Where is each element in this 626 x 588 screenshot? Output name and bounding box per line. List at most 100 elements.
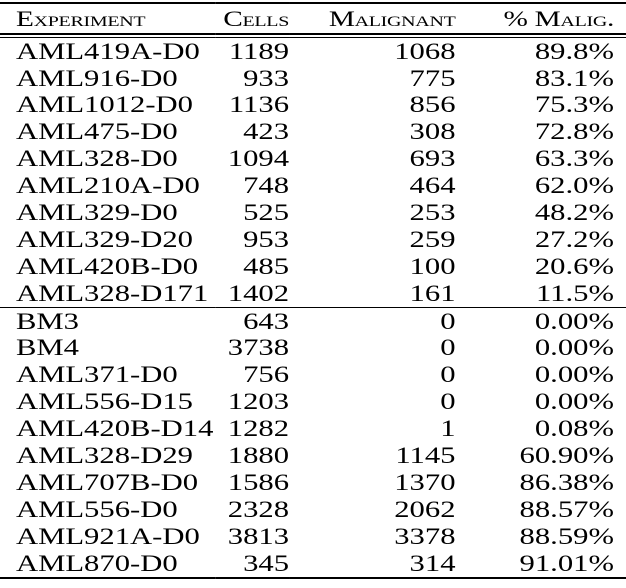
malignant-cell: 100	[409, 253, 456, 279]
malignant-cell: 856	[409, 92, 456, 118]
table-row: AML419A-D0 1189 1068 89.8%	[0, 38, 626, 65]
header-double-rule-line	[0, 33, 626, 39]
malignant-cell: 314	[409, 550, 456, 576]
pct-malig-cell: 75.3%	[534, 92, 615, 118]
header-double-rule	[0, 33, 626, 39]
table-row: AML328-D29 1880 1145 60.90%	[0, 443, 626, 470]
cells-cell: 1880	[227, 442, 290, 468]
pct-malig-cell: 63.3%	[534, 146, 615, 172]
experiment-cell: AML1012-D0	[15, 92, 193, 118]
malignant-cell: 308	[409, 119, 456, 145]
experiment-cell: AML556-D15	[15, 389, 193, 415]
table-group-aml-primary: AML419A-D0 1189 1068 89.8% AML916-D0 933 775 83…	[0, 38, 626, 308]
pct-malig-cell: 0.00%	[455, 307, 626, 335]
malignant-cell: 464	[409, 173, 456, 199]
pct-malig-cell: 86.38%	[519, 469, 615, 495]
pct-malig-cell: 62.0%	[534, 173, 615, 199]
table-row: AML916-D0 933 775 83.1%	[0, 65, 626, 92]
malignant-cell: 161	[409, 280, 456, 306]
experiment-cell: AML210A-D0	[15, 173, 200, 199]
experiment-cell: BM4	[15, 335, 79, 361]
cells-cell: 953	[243, 226, 290, 252]
table-row: BM4 3738 0 0.00%	[0, 335, 626, 362]
table-row: AML328-D0 1094 693 63.3%	[0, 146, 626, 173]
experiment-cell: AML556-D0	[15, 496, 178, 522]
cells-cell: 1094	[227, 146, 290, 172]
header-cells: Cells	[223, 5, 290, 31]
pct-malig-cell: 60.90%	[519, 442, 615, 468]
cells-cell: 3813	[227, 523, 290, 549]
cells-cell: 1203	[227, 389, 290, 415]
cells-cell: 345	[243, 550, 290, 576]
pct-malig-cell: 88.57%	[519, 496, 615, 522]
malignant-cell: 1	[440, 416, 456, 442]
cells-cell: 1189	[228, 38, 290, 64]
table-row: AML556-D15 1203 0 0.00%	[0, 389, 626, 416]
experiment-cell: AML419A-D0	[15, 38, 200, 64]
experiment-cell: AML921A-D0	[15, 523, 200, 549]
table-row: AML371-D0 756 0 0.00%	[0, 362, 626, 389]
malignant-cell: 2062	[394, 496, 456, 522]
malignant-cell: 1068	[394, 38, 456, 64]
malignant-cell: 0	[440, 335, 456, 361]
cells-cell: 525	[243, 199, 290, 225]
pct-malig-cell: 27.2%	[534, 226, 615, 252]
table-row: AML420B-D0 485 100 20.6%	[0, 253, 626, 280]
cells-cell: 1136	[228, 92, 290, 118]
experiment-cell: AML371-D0	[15, 362, 178, 388]
malignant-cell: 259	[409, 226, 456, 252]
header-experiment: Experiment	[15, 5, 146, 31]
experiment-cell: AML916-D0	[15, 65, 178, 91]
pct-malig-cell: 48.2%	[534, 199, 615, 225]
cells-cell: 933	[243, 65, 290, 91]
malignant-cell: 1145	[395, 442, 456, 468]
experiment-cell: AML870-D0	[15, 550, 178, 576]
table-row: AML556-D0 2328 2062 88.57%	[0, 496, 626, 523]
cells-cell: 643	[215, 307, 290, 335]
experiment-cell: AML420B-D14	[15, 416, 214, 442]
cells-cell: 748	[243, 173, 290, 199]
table-row: AML870-D0 345 314 91.01%	[0, 550, 626, 578]
table-row: AML329-D0 525 253 48.2%	[0, 200, 626, 227]
pct-malig-cell: 88.59%	[519, 523, 615, 549]
pct-malig-cell: 0.00%	[534, 362, 615, 388]
table-group-secondary: BM3 643 0 0.00% BM4 3738 0 0.00% AML371-D0 756 0 0.…	[0, 307, 626, 578]
header-pct-malig: % Malig.	[503, 5, 615, 31]
cells-cell: 1282	[227, 416, 290, 442]
pct-malig-cell: 83.1%	[534, 65, 615, 91]
pct-malig-cell: 11.5%	[536, 280, 615, 306]
experiment-cell: AML328-D171	[15, 280, 209, 306]
cells-cell: 2328	[227, 496, 290, 522]
experiment-cell: AML328-D29	[15, 442, 193, 468]
experiment-cell: AML475-D0	[15, 119, 178, 145]
pct-malig-cell: 72.8%	[534, 119, 615, 145]
pct-malig-cell: 0.00%	[534, 389, 615, 415]
cells-cell: 1586	[227, 469, 290, 495]
table-header: Experiment Cells Malignant % Malig.	[0, 3, 626, 39]
cells-cell: 3738	[227, 335, 290, 361]
experiment-cell: BM3	[0, 307, 216, 335]
cells-cell: 423	[243, 119, 290, 145]
header-malignant: Malignant	[328, 5, 456, 31]
pct-malig-cell: 0.00%	[534, 335, 615, 361]
table-row: AML328-D171 1402 161 11.5%	[0, 280, 626, 307]
malignant-cell: 3378	[394, 523, 456, 549]
experiment-cell: AML707B-D0	[15, 469, 199, 495]
pct-malig-cell: 20.6%	[534, 253, 615, 279]
malignant-cell: 0	[440, 362, 456, 388]
pct-malig-cell: 91.01%	[519, 550, 615, 576]
malignant-cell: 0	[289, 307, 456, 335]
table-row: AML475-D0 423 308 72.8%	[0, 119, 626, 146]
table-row: AML329-D20 953 259 27.2%	[0, 226, 626, 253]
table-row: AML420B-D14 1282 1 0.08%	[0, 416, 626, 443]
cells-cell: 756	[243, 362, 290, 388]
table-row: AML1012-D0 1136 856 75.3%	[0, 92, 626, 119]
table-row: AML210A-D0 748 464 62.0%	[0, 173, 626, 200]
experiment-cell: AML328-D0	[15, 146, 178, 172]
malignant-cell: 1370	[394, 469, 456, 495]
cells-cell: 485	[243, 253, 290, 279]
malignant-cell: 253	[409, 199, 456, 225]
table-row: BM3 643 0 0.00%	[0, 307, 626, 335]
